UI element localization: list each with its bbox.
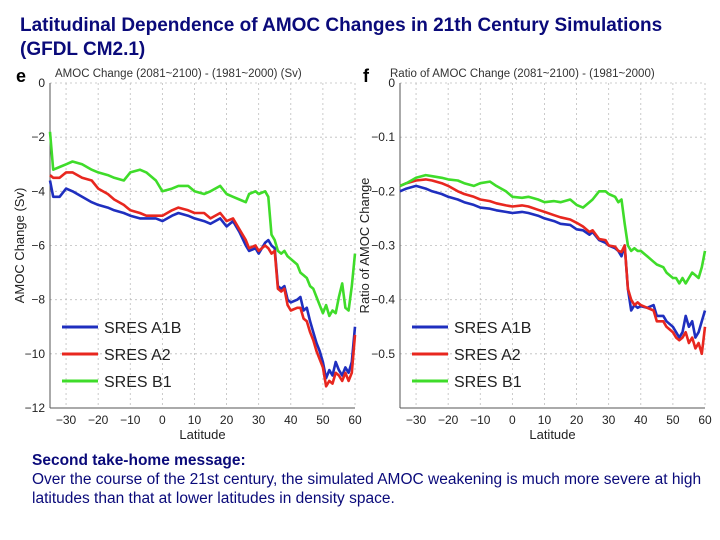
panel-e-xtick-label: 50 — [316, 413, 330, 427]
panel-e-legend-label-b1: SRES B1 — [104, 374, 172, 391]
panel-f-ytick-label: −0.2 — [371, 184, 395, 198]
panel-e-series-b1 — [48, 131, 357, 318]
panel-label-e: e — [16, 66, 27, 86]
panel-f-xtick-label: 30 — [602, 413, 616, 427]
panel-f-legend-label-b1: SRES B1 — [454, 374, 522, 391]
panel-e-xtick-label: 20 — [220, 413, 234, 427]
message-heading: Second take-home message: — [32, 452, 246, 469]
panel-f-ytick-label: −0.1 — [371, 130, 395, 144]
panel-f-series-a1b — [399, 184, 707, 339]
panel-e-ytick-label: 0 — [38, 76, 45, 90]
panel-e-legend-label-a1b: SRES A1B — [104, 320, 181, 337]
panel-f-xtick-label: 0 — [509, 413, 516, 427]
panel-f-xtick-label: −30 — [406, 413, 427, 427]
panel-e-xtick-label: −10 — [120, 413, 141, 427]
panel-f-ytick-label: −0.3 — [371, 239, 395, 253]
panel-e-ytick-label: −8 — [31, 293, 45, 307]
panel-f-legend-label-a1b: SRES A1B — [454, 320, 531, 337]
panel-e-legend-label-a2: SRES A2 — [104, 347, 171, 364]
panel-f-xtick-label: 20 — [570, 413, 584, 427]
panel-f-xtick-label: −20 — [438, 413, 459, 427]
panel-e-ytick-label: −4 — [31, 184, 45, 198]
slide-title: Latitudinal Dependence of AMOC Changes i… — [20, 15, 663, 60]
take-home-message: Second take-home message: Over the cours… — [32, 451, 702, 508]
panel-f-xtick-label: 50 — [666, 413, 680, 427]
message-body: Over the course of the 21st century, the… — [32, 471, 702, 507]
panel-f-series-b1 — [399, 173, 707, 285]
panel-e-xtick-label: 10 — [188, 413, 202, 427]
panel-e-xlabel: Latitude — [179, 427, 225, 442]
panel-label-f: f — [363, 66, 369, 86]
panel-e-ytick-label: −2 — [31, 130, 45, 144]
panel-f-ylabel: Ratio of AMOC Change — [357, 178, 372, 314]
panel-e-xtick-label: −30 — [56, 413, 77, 427]
panel-e-ylabel: AMOC Change (Sv) — [12, 188, 27, 304]
panel-e-xtick-label: 30 — [252, 413, 266, 427]
panel-f-xtick-label: 60 — [698, 413, 712, 427]
panel-f-xtick-label: −10 — [470, 413, 491, 427]
panel-e-ytick-label: −10 — [25, 347, 46, 361]
panel-f-series-a2 — [399, 178, 707, 356]
panel-f-ytick-label: 0 — [388, 76, 395, 90]
panel-e-xtick-label: 40 — [284, 413, 298, 427]
panel-e-xtick-label: −20 — [88, 413, 109, 427]
panel-f-ytick-label: −0.4 — [371, 293, 395, 307]
panel-e-xtick-label: 60 — [348, 413, 362, 427]
panel-e-series-a2 — [49, 171, 357, 388]
panel-f-legend-label-a2: SRES A2 — [454, 347, 521, 364]
panel-f-title: Ratio of AMOC Change (2081~2100) - (1981… — [390, 68, 655, 80]
panel-e-xtick-label: 0 — [159, 413, 166, 427]
panel-f-xlabel: Latitude — [529, 427, 575, 442]
panel-f-xtick-label: 10 — [538, 413, 552, 427]
panel-e-ytick-label: −12 — [25, 401, 46, 415]
panel-f-ytick-label: −0.5 — [371, 347, 395, 361]
panel-f-xtick-label: 40 — [634, 413, 648, 427]
panel-e-series-a1b — [48, 180, 357, 380]
panel-e-title: AMOC Change (2081~2100) - (1981~2000) (S… — [55, 68, 302, 80]
panel-e-ytick-label: −6 — [31, 239, 45, 253]
